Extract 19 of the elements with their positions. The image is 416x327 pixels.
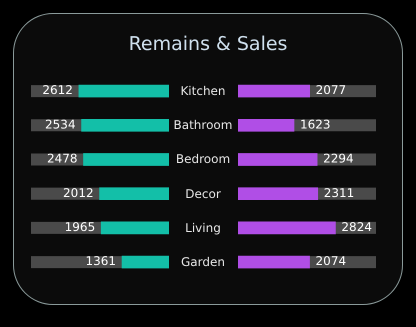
data-label: 2074 [316,254,346,268]
data-label: 2294 [323,152,354,166]
data-label: 1361 [86,254,116,268]
data-label: 1623 [300,117,331,132]
data-label: 2612 [42,83,73,98]
y-tick-label: Bedroom [174,151,232,168]
y-tick-label: Bathroom [172,117,234,134]
data-label: 2824 [341,220,372,234]
data-label: 2077 [316,83,346,98]
data-label: 2311 [324,186,354,200]
y-tick-label: Garden [180,254,226,271]
data-label: 1965 [64,220,96,234]
data-label: 2478 [46,152,78,166]
text: Remains & Sales [128,33,288,55]
data-label: 2012 [63,186,94,200]
data-label: 2534 [45,117,76,132]
y-tick-label: Kitchen [179,83,227,100]
y-tick-label: Living [184,220,222,237]
y-tick-label: Decor [184,186,222,203]
